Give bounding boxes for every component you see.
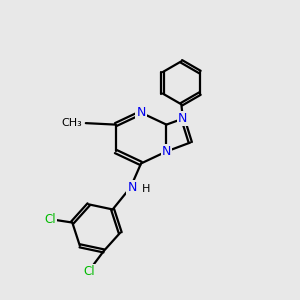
Text: N: N (136, 106, 146, 119)
Text: N: N (128, 181, 137, 194)
Text: Cl: Cl (44, 213, 56, 226)
Text: N: N (178, 112, 188, 125)
Text: H: H (142, 184, 150, 194)
Text: CH₃: CH₃ (61, 118, 82, 128)
Text: Cl: Cl (83, 265, 95, 278)
Text: N: N (162, 145, 171, 158)
